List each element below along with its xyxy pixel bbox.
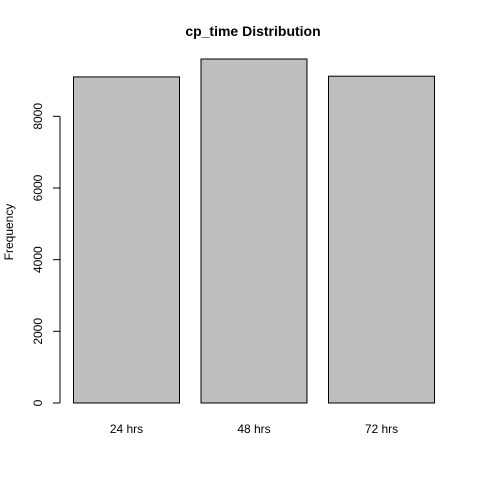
y-tick-label: 6000 — [31, 174, 45, 201]
bar-48-hrs — [200, 58, 308, 404]
bars-group — [73, 58, 435, 404]
category-label: 48 hrs — [237, 422, 270, 436]
bar-72-hrs — [328, 75, 435, 404]
chart-title: cp_time Distribution — [185, 23, 320, 39]
y-tick-label: 4000 — [31, 246, 45, 273]
y-axis: 0 2000 4000 6000 8000 — [31, 103, 61, 406]
y-tick-label: 0 — [31, 399, 45, 406]
category-label: 72 hrs — [365, 422, 398, 436]
bar-24-hrs — [73, 76, 180, 404]
category-labels: 24 hrs 48 hrs 72 hrs — [110, 422, 398, 436]
y-tick-label: 2000 — [31, 318, 45, 345]
y-axis-label: Frequency — [2, 204, 16, 261]
category-label: 24 hrs — [110, 422, 143, 436]
y-tick-label: 8000 — [31, 103, 45, 130]
